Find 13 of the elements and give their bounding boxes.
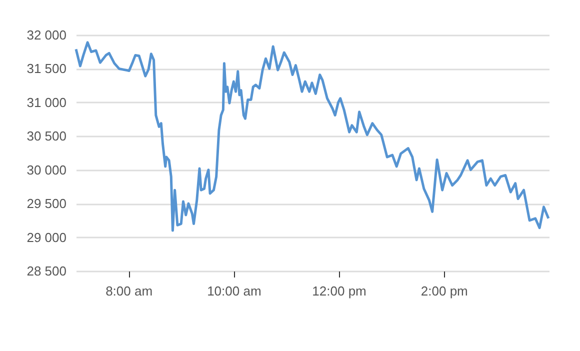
y-tick-label: 29 000 — [26, 230, 66, 245]
y-tick-label: 29 500 — [26, 196, 66, 212]
x-tick-label: 12:00 pm — [312, 284, 366, 298]
x-tick-label: 8:00 am — [106, 284, 153, 298]
line-series — [74, 41, 550, 232]
y-tick-label: 30 000 — [26, 162, 66, 178]
y-tick-label: 28 500 — [26, 264, 66, 278]
x-tick-label: 2:00 pm — [420, 284, 468, 298]
y-tick-label: 32 000 — [26, 28, 66, 42]
y-tick-label: 31 000 — [26, 94, 66, 110]
x-tick-label: 10:00 am — [207, 284, 262, 298]
y-tick-label: 30 500 — [26, 128, 66, 144]
y-tick-label: 31 500 — [26, 61, 66, 76]
